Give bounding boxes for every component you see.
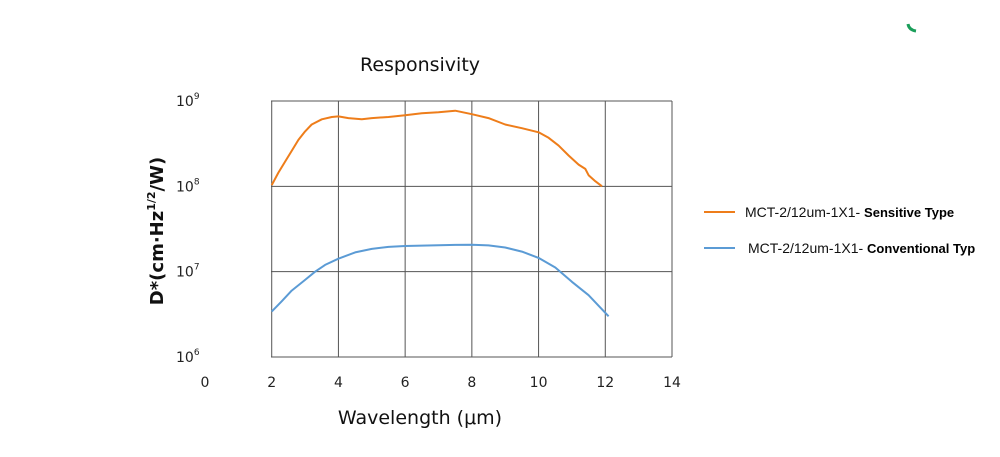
y-tick-exponent: 7 bbox=[194, 263, 200, 273]
chart-title: Responsivity bbox=[360, 54, 480, 76]
y-tick-label: 109 bbox=[176, 92, 200, 110]
series-line-2 bbox=[270, 243, 610, 317]
plot-grid bbox=[271, 100, 673, 358]
y-axis-label-sup: 1/2 bbox=[145, 191, 158, 210]
y-tick-base: 10 bbox=[176, 265, 194, 281]
x-tick-label: 4 bbox=[334, 375, 343, 391]
y-axis-label: D*(cm·Hz1/2/W) bbox=[145, 157, 168, 305]
x-tick-label: 10 bbox=[530, 375, 548, 391]
x-axis-label: Wavelength (μm) bbox=[338, 407, 502, 429]
y-tick-exponent: 8 bbox=[194, 177, 200, 187]
y-tick-label: 106 bbox=[176, 348, 200, 366]
x-tick-label: 14 bbox=[663, 375, 681, 391]
legend-entry-1: MCT-2/12um-1X1- Sensitive Type bbox=[745, 204, 954, 220]
x-tick-label: 12 bbox=[596, 375, 614, 391]
y-tick-exponent: 9 bbox=[194, 92, 200, 102]
x-tick-label: 2 bbox=[267, 375, 276, 391]
legend-entry-2: MCT-2/12um-1X1- Conventional Typ bbox=[748, 240, 975, 256]
y-tick-label: 108 bbox=[176, 177, 200, 195]
x-axis-ticks: 0 2 4 6 8 10 12 14 bbox=[201, 375, 681, 391]
y-axis-label-tail: /W) bbox=[147, 157, 168, 192]
legend-suffix: Sensitive Type bbox=[864, 205, 954, 220]
x-tick-label: 0 bbox=[201, 375, 210, 391]
y-tick-label: 107 bbox=[176, 263, 200, 281]
legend-prefix: MCT-2/12um-1X1- bbox=[745, 204, 864, 220]
series-lines bbox=[270, 109, 610, 317]
y-tick-base: 10 bbox=[176, 350, 194, 366]
y-tick-base: 10 bbox=[176, 179, 194, 195]
y-axis-label-main: D*(cm·Hz bbox=[147, 211, 168, 305]
y-tick-base: 10 bbox=[176, 94, 194, 110]
legend: MCT-2/12um-1X1- Sensitive TypeMCT-2/12um… bbox=[704, 204, 975, 256]
corner-logo-fragment bbox=[906, 23, 917, 33]
legend-suffix: Conventional Typ bbox=[867, 241, 975, 256]
x-tick-label: 6 bbox=[401, 375, 410, 391]
series-line-1 bbox=[270, 109, 603, 188]
y-tick-exponent: 6 bbox=[194, 348, 200, 358]
x-tick-label: 8 bbox=[467, 375, 476, 391]
legend-prefix: MCT-2/12um-1X1- bbox=[748, 240, 867, 256]
